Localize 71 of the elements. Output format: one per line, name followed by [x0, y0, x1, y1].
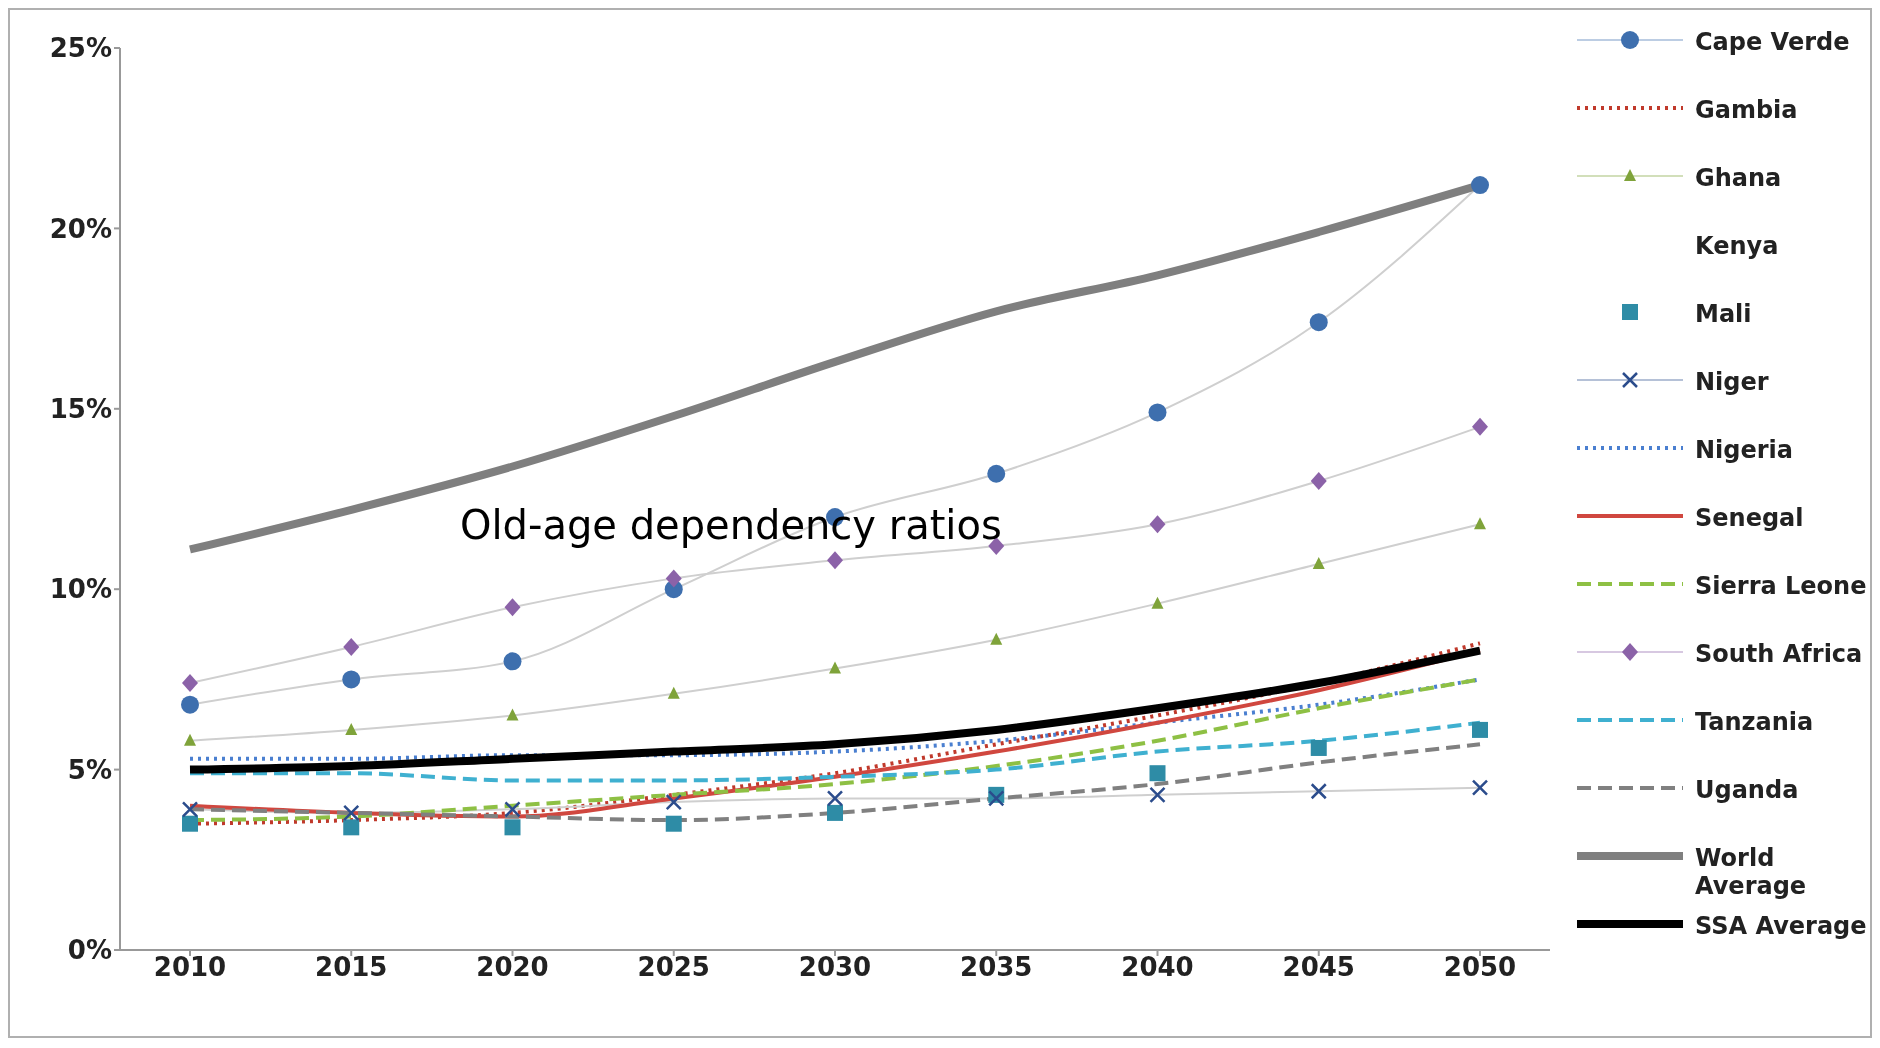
- point: [827, 804, 843, 821]
- point: [1312, 556, 1325, 569]
- point: [1472, 721, 1488, 738]
- point: [1474, 517, 1486, 530]
- point: [506, 708, 519, 721]
- x-tick-label: 2015: [315, 952, 388, 983]
- x-tick-label: 2050: [1443, 952, 1517, 983]
- point: [181, 801, 199, 818]
- point: [343, 819, 360, 836]
- point: [504, 801, 521, 818]
- point: [990, 632, 1003, 645]
- point: [1471, 176, 1489, 195]
- legend-label: Ghana: [1695, 164, 1783, 192]
- point: [1472, 417, 1488, 436]
- point: [667, 686, 680, 699]
- point: [504, 598, 521, 617]
- point: [987, 464, 1006, 483]
- point: [182, 674, 198, 693]
- point: [1149, 765, 1166, 782]
- x-tick-label: 2035: [960, 952, 1033, 983]
- legend-label: Mali: [1695, 300, 1753, 328]
- y-tick-label: 10%: [49, 574, 112, 605]
- legend-label: Cape Verde: [1695, 28, 1851, 56]
- y-tick-label: 25%: [49, 33, 112, 64]
- point: [343, 637, 360, 656]
- legend-label: Gambia: [1695, 96, 1799, 124]
- text: Kenya: [1695, 232, 1780, 260]
- point: [503, 652, 522, 671]
- point: [1149, 515, 1166, 534]
- legend-label: World Average: [1695, 844, 1808, 900]
- text: Old-age dependency ratios: [460, 502, 1002, 548]
- point: [665, 793, 682, 811]
- point: [1310, 783, 1327, 800]
- x-tick-label: 2045: [1282, 952, 1355, 983]
- y-tick-label: 15%: [49, 394, 112, 425]
- legend-label: Uganda: [1695, 776, 1800, 804]
- point: [665, 815, 682, 832]
- point: [1149, 786, 1166, 804]
- legend-label: Sierra Leone: [1695, 572, 1868, 600]
- point: [1148, 403, 1167, 422]
- point: [504, 819, 521, 836]
- point: [343, 804, 360, 822]
- point: [988, 790, 1005, 807]
- y-tick-label: 5%: [67, 754, 112, 785]
- legend-label: Niger: [1695, 368, 1770, 396]
- point: [1310, 739, 1327, 756]
- legend-label: Nigeria: [1695, 436, 1795, 464]
- legend-label: South Africa: [1695, 640, 1864, 668]
- x-tick-label: 2020: [476, 952, 549, 983]
- y-tick-label: 20%: [49, 213, 112, 244]
- x-tick-label: 2010: [153, 952, 227, 983]
- point: [1471, 779, 1489, 796]
- point: [1310, 471, 1327, 490]
- legend-label: Tanzania: [1695, 708, 1815, 736]
- point: [345, 722, 358, 735]
- point: [342, 670, 361, 689]
- point: [181, 695, 199, 714]
- point: [1309, 313, 1328, 332]
- point: [826, 790, 844, 807]
- x-tick-label: 2030: [798, 952, 872, 983]
- legend-label: SSA Average: [1695, 912, 1868, 940]
- point: [184, 733, 196, 746]
- point: [665, 569, 682, 588]
- point: [827, 551, 843, 570]
- y-tick-label: 0%: [67, 935, 112, 966]
- x-tick-label: 2040: [1121, 952, 1194, 983]
- point: [1151, 596, 1164, 609]
- point: [182, 815, 198, 832]
- x-tick-label: 2025: [637, 952, 710, 983]
- point: [829, 661, 841, 674]
- legend-label: Senegal: [1695, 504, 1805, 532]
